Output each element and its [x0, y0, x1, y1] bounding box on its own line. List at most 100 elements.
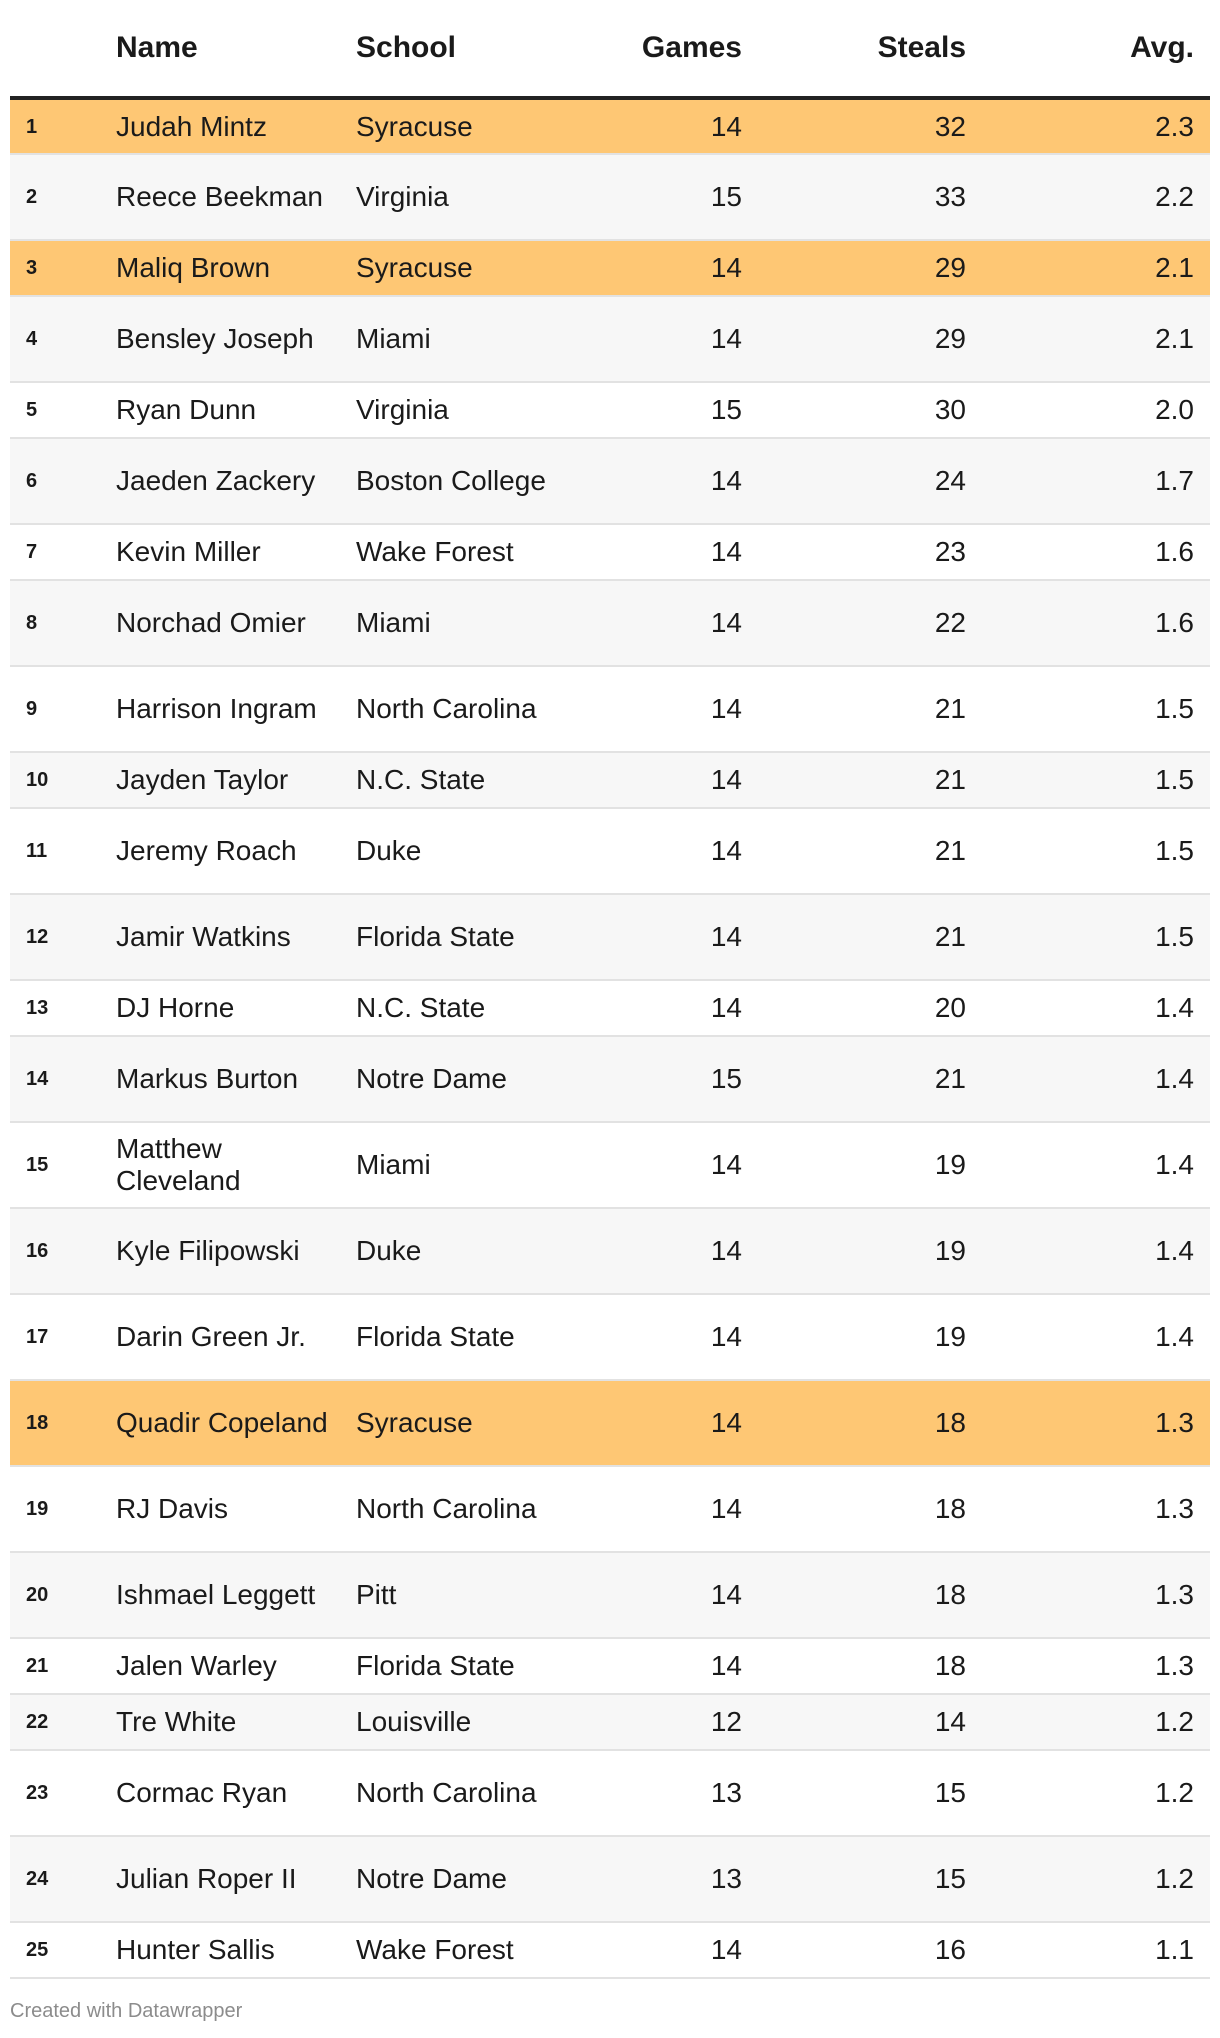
- table-row: 8 Norchad Omier Miami 14 22 1.6: [10, 580, 1210, 667]
- player-name-cell: Judah Mintz: [116, 98, 356, 155]
- avg-cell: 1.2: [982, 1694, 1210, 1751]
- header-name[interactable]: Name: [116, 0, 356, 100]
- rank-cell: 22: [10, 1694, 116, 1751]
- table-row: 2 Reece Beekman Virginia 15 33 2.2: [10, 154, 1210, 241]
- player-name-cell: Kevin Miller: [116, 524, 356, 581]
- rank-cell: 16: [10, 1208, 116, 1295]
- player-name-cell: Maliq Brown: [116, 240, 356, 297]
- avg-cell: 1.3: [982, 1638, 1210, 1695]
- table-row: 5 Ryan Dunn Virginia 15 30 2.0: [10, 382, 1210, 439]
- steals-cell: 19: [758, 1294, 982, 1381]
- avg-cell: 1.5: [982, 808, 1210, 895]
- school-cell: Duke: [356, 1208, 586, 1295]
- player-name-cell: Reece Beekman: [116, 154, 356, 241]
- steals-cell: 21: [758, 666, 982, 753]
- avg-cell: 1.6: [982, 580, 1210, 667]
- steals-cell: 23: [758, 524, 982, 581]
- rank-cell: 24: [10, 1836, 116, 1923]
- player-name-cell: RJ Davis: [116, 1466, 356, 1553]
- player-name-cell: Matthew Cleveland: [116, 1122, 356, 1209]
- header-avg[interactable]: Avg.: [982, 0, 1210, 100]
- table-row: 11 Jeremy Roach Duke 14 21 1.5: [10, 808, 1210, 895]
- steals-table: Name School Games Steals Avg. 1 Judah Min…: [10, 0, 1210, 1979]
- steals-cell: 18: [758, 1552, 982, 1639]
- player-name-cell: Jalen Warley: [116, 1638, 356, 1695]
- header-rank: [10, 0, 116, 100]
- steals-cell: 21: [758, 808, 982, 895]
- avg-cell: 1.4: [982, 980, 1210, 1037]
- player-name-cell: Ryan Dunn: [116, 382, 356, 439]
- school-cell: Syracuse: [356, 1380, 586, 1467]
- rank-cell: 19: [10, 1466, 116, 1553]
- table-row: 7 Kevin Miller Wake Forest 14 23 1.6: [10, 524, 1210, 581]
- steals-table-container: Name School Games Steals Avg. 1 Judah Min…: [10, 0, 1210, 1979]
- rank-cell: 12: [10, 894, 116, 981]
- games-cell: 14: [586, 1922, 758, 1979]
- table-row: 25 Hunter Sallis Wake Forest 14 16 1.1: [10, 1922, 1210, 1979]
- rank-cell: 2: [10, 154, 116, 241]
- rank-cell: 6: [10, 438, 116, 525]
- steals-cell: 24: [758, 438, 982, 525]
- rank-cell: 5: [10, 382, 116, 439]
- games-cell: 14: [586, 1552, 758, 1639]
- datawrapper-credit[interactable]: Created with Datawrapper: [10, 2000, 243, 2022]
- header-school[interactable]: School: [356, 0, 586, 100]
- games-cell: 14: [586, 980, 758, 1037]
- games-cell: 13: [586, 1836, 758, 1923]
- games-cell: 14: [586, 438, 758, 525]
- table-row: 20 Ishmael Leggett Pitt 14 18 1.3: [10, 1552, 1210, 1639]
- school-cell: Syracuse: [356, 240, 586, 297]
- games-cell: 15: [586, 154, 758, 241]
- games-cell: 14: [586, 524, 758, 581]
- steals-cell: 18: [758, 1466, 982, 1553]
- player-name-cell: Julian Roper II: [116, 1836, 356, 1923]
- avg-cell: 1.3: [982, 1466, 1210, 1553]
- games-cell: 14: [586, 1208, 758, 1295]
- steals-cell: 18: [758, 1638, 982, 1695]
- player-name-cell: Markus Burton: [116, 1036, 356, 1123]
- table-row: 6 Jaeden Zackery Boston College 14 24 1.7: [10, 438, 1210, 525]
- player-name-cell: Darin Green Jr.: [116, 1294, 356, 1381]
- avg-cell: 2.2: [982, 154, 1210, 241]
- rank-cell: 10: [10, 752, 116, 809]
- header-games[interactable]: Games: [586, 0, 758, 100]
- avg-cell: 2.1: [982, 240, 1210, 297]
- school-cell: North Carolina: [356, 1750, 586, 1837]
- games-cell: 14: [586, 894, 758, 981]
- table-row: 9 Harrison Ingram North Carolina 14 21 1.5: [10, 666, 1210, 753]
- avg-cell: 1.2: [982, 1836, 1210, 1923]
- rank-cell: 18: [10, 1380, 116, 1467]
- avg-cell: 1.6: [982, 524, 1210, 581]
- school-cell: Notre Dame: [356, 1836, 586, 1923]
- school-cell: Duke: [356, 808, 586, 895]
- rank-cell: 20: [10, 1552, 116, 1639]
- school-cell: Miami: [356, 580, 586, 667]
- player-name-cell: DJ Horne: [116, 980, 356, 1037]
- avg-cell: 2.1: [982, 296, 1210, 383]
- player-name-cell: Jaeden Zackery: [116, 438, 356, 525]
- player-name-cell: Jamir Watkins: [116, 894, 356, 981]
- table-row: 3 Maliq Brown Syracuse 14 29 2.1: [10, 240, 1210, 297]
- steals-cell: 15: [758, 1836, 982, 1923]
- rank-cell: 15: [10, 1122, 116, 1209]
- header-steals[interactable]: Steals: [758, 0, 982, 100]
- steals-cell: 30: [758, 382, 982, 439]
- steals-cell: 15: [758, 1750, 982, 1837]
- rank-cell: 14: [10, 1036, 116, 1123]
- school-cell: Miami: [356, 296, 586, 383]
- school-cell: North Carolina: [356, 1466, 586, 1553]
- player-name-cell: Cormac Ryan: [116, 1750, 356, 1837]
- school-cell: North Carolina: [356, 666, 586, 753]
- table-row: 13 DJ Horne N.C. State 14 20 1.4: [10, 980, 1210, 1037]
- rank-cell: 1: [10, 98, 116, 155]
- rank-cell: 9: [10, 666, 116, 753]
- avg-cell: 1.4: [982, 1208, 1210, 1295]
- school-cell: Syracuse: [356, 98, 586, 155]
- table-row: 16 Kyle Filipowski Duke 14 19 1.4: [10, 1208, 1210, 1295]
- school-cell: Boston College: [356, 438, 586, 525]
- school-cell: Florida State: [356, 1638, 586, 1695]
- games-cell: 12: [586, 1694, 758, 1751]
- table-row: 14 Markus Burton Notre Dame 15 21 1.4: [10, 1036, 1210, 1123]
- avg-cell: 1.5: [982, 894, 1210, 981]
- player-name-cell: Bensley Joseph: [116, 296, 356, 383]
